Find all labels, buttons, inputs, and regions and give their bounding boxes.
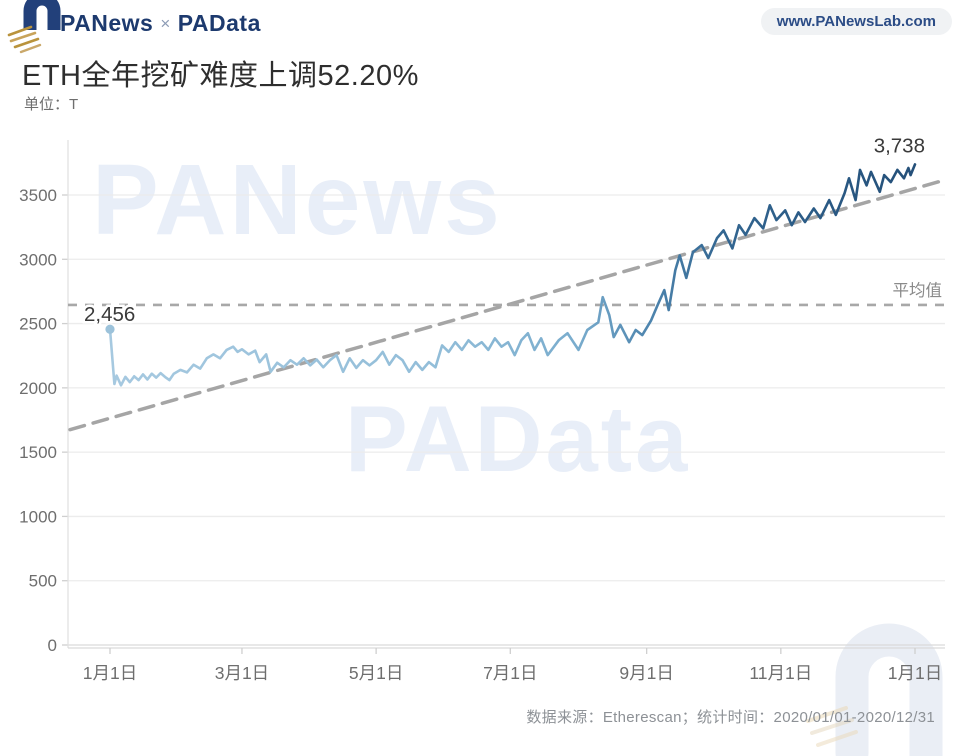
y-tick-label: 1000	[19, 507, 57, 526]
brand-separator: ×	[160, 13, 171, 33]
trend	[68, 178, 947, 432]
x-tick-label: 9月1日	[619, 663, 673, 683]
series	[105, 163, 917, 387]
header-bar: PANews × PAData www.PANewsLab.com	[0, 0, 960, 54]
y-tick-label: 3500	[19, 186, 57, 205]
brand-padata: PAData	[177, 10, 261, 36]
x-tick-label: 11月1日	[749, 663, 812, 683]
x-tick-label: 3月1日	[215, 663, 269, 683]
website-link[interactable]: www.PANewsLab.com	[760, 8, 952, 35]
panews-logo-icon	[7, 0, 61, 54]
x-axis-labels: 1月1日 3月1日 5月1日 7月1日 9月1日 11月1日 1月1日	[83, 648, 942, 683]
start-point-marker	[105, 324, 115, 334]
data-source-note: 数据来源：Etherescan；统计时间：2020/01/01-2020/12/…	[526, 709, 935, 726]
annotations: 2,456 3,738	[82, 132, 928, 329]
y-tick-label: 3000	[19, 250, 57, 269]
unit-label: 单位：T	[24, 96, 79, 113]
x-tick-label: 1月1日	[888, 663, 942, 683]
average-line-label: 平均值	[893, 281, 943, 300]
y-tick-label: 500	[29, 572, 57, 591]
watermark-corner-logo-icon	[806, 623, 943, 756]
chart-title: ETH全年挖矿难度上调52.20%	[22, 60, 419, 92]
trend-line	[68, 178, 947, 432]
y-tick-label: 1500	[19, 443, 57, 462]
brand-wordmark: PANews × PAData	[60, 10, 261, 37]
brand-panews: PANews	[60, 10, 154, 36]
watermark-panews: PANews	[92, 144, 503, 256]
end-value-label: 3,738	[874, 134, 925, 157]
x-tick-label: 5月1日	[349, 663, 403, 683]
x-tick-label: 1月1日	[83, 663, 137, 683]
y-gridlines	[62, 194, 945, 646]
average: 平均值	[68, 281, 945, 307]
difficulty-series-line	[108, 163, 917, 387]
watermark-padata: PAData	[345, 386, 691, 491]
y-tick-label: 2000	[19, 379, 57, 398]
x-tick-label: 7月1日	[483, 663, 537, 683]
y-axis-labels: 0 500 1000 1500 2000 2500 3000 3500	[19, 186, 57, 655]
y-tick-label: 0	[48, 636, 57, 655]
start-value-label: 2,456	[84, 303, 135, 326]
axes	[67, 140, 945, 649]
y-tick-label: 2500	[19, 315, 57, 334]
